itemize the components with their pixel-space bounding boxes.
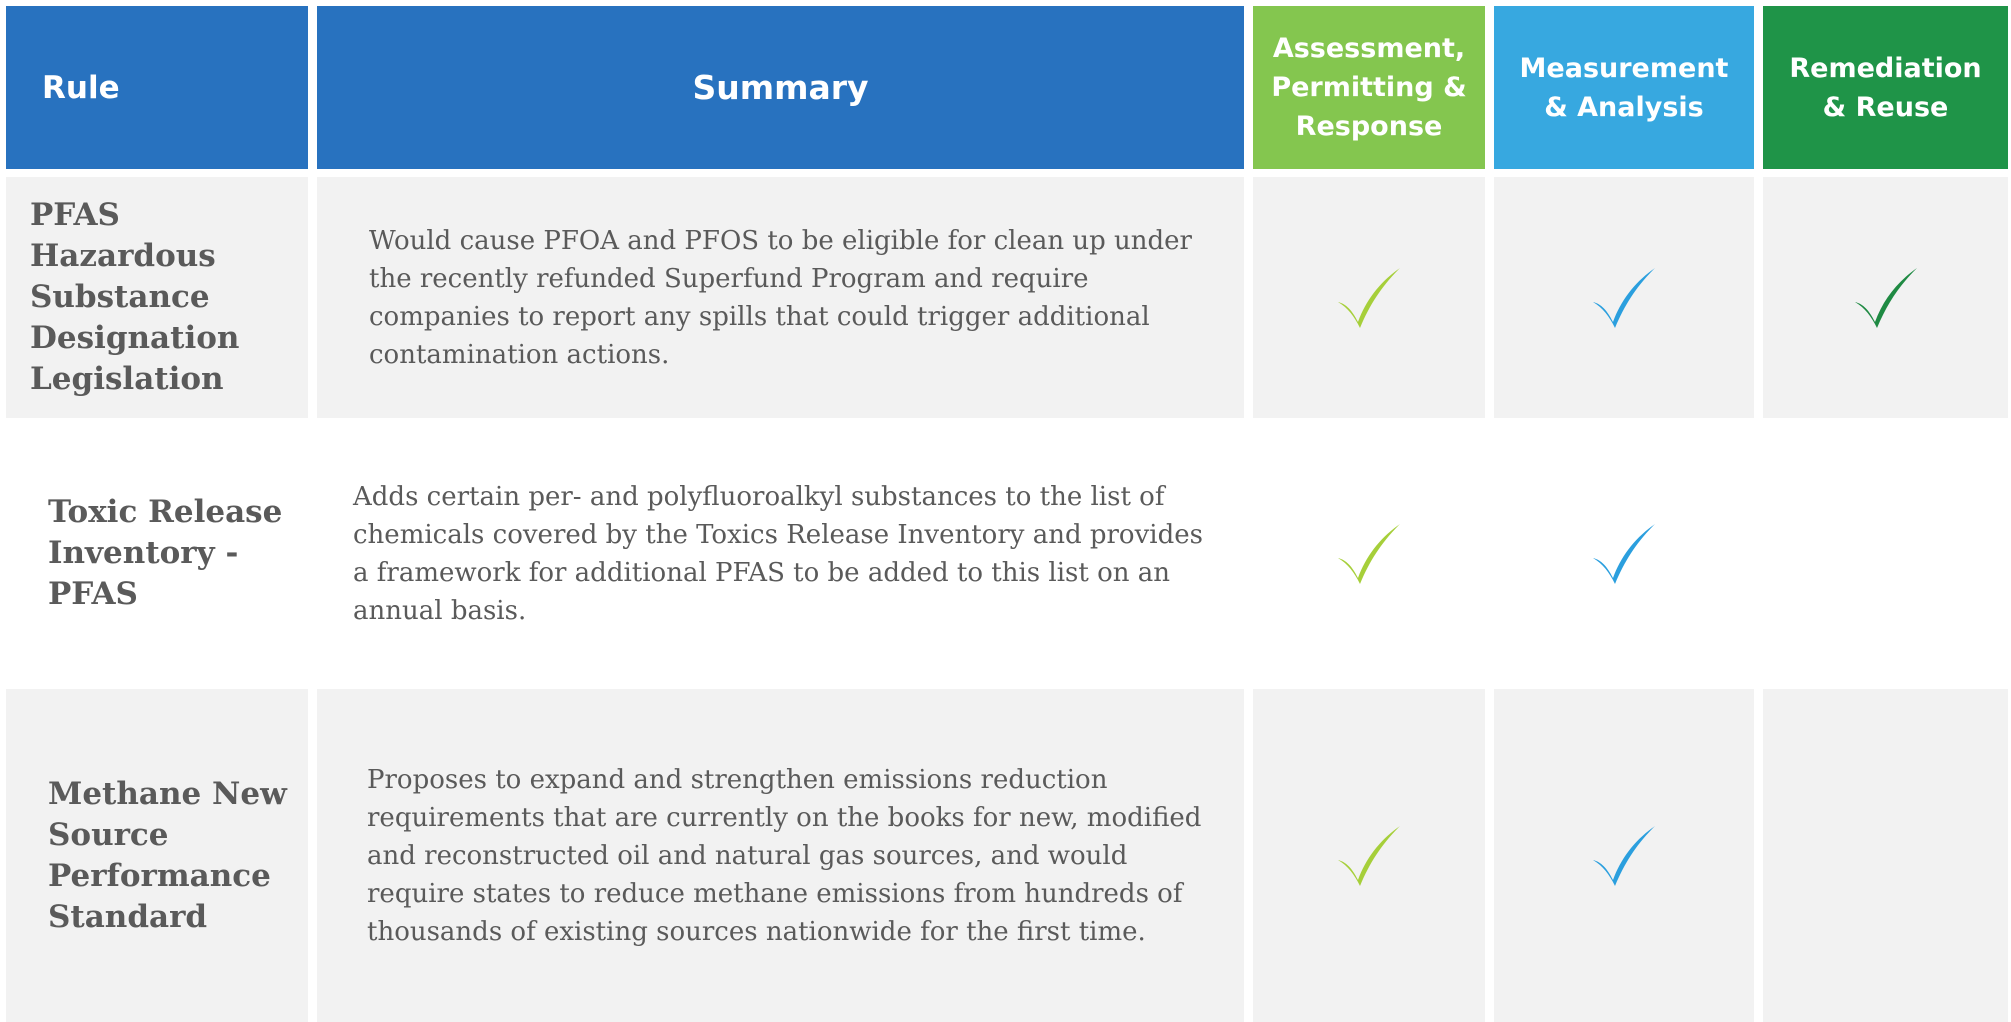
header-category: Assessment, Permitting & Response (1253, 6, 1485, 169)
check-path (1593, 825, 1655, 886)
check-cell (1494, 689, 1754, 1022)
summary-cell: Adds certain per- and polyfluoroalkyl su… (317, 418, 1244, 689)
checkmark (1338, 523, 1400, 584)
header-category-text: Measurement & Analysis (1519, 52, 1729, 123)
header-category-text: Assessment, Permitting & Response (1271, 33, 1467, 142)
header-summary-text: Summary (692, 68, 869, 107)
check-path (1854, 267, 1917, 328)
checkmark (1854, 267, 1917, 328)
checkmark (1338, 825, 1400, 886)
summary-cell: Proposes to expand and strengthen emissi… (317, 689, 1244, 1022)
summary-cell: Would cause PFOA and PFOS to be eligible… (317, 177, 1244, 418)
rule-cell-text: PFAS Hazardous Substance Designation Leg… (30, 197, 240, 397)
check-path (1593, 523, 1655, 584)
rule-cell: PFAS Hazardous Substance Designation Leg… (6, 177, 308, 418)
rule-cell-text: Methane New Source Performance Standard (48, 775, 287, 935)
header-category: Remediation & Reuse (1763, 6, 2008, 169)
checkmark (1338, 267, 1400, 328)
check-path (1338, 825, 1400, 886)
check-cell (1253, 418, 1485, 689)
header-rule: Rule (6, 6, 308, 169)
check-cell (1763, 689, 2008, 1022)
check-cell (1253, 689, 1485, 1022)
rule-cell: Toxic Release Inventory - PFAS (6, 418, 308, 689)
check-cell (1763, 418, 2008, 689)
checkmark (1593, 523, 1655, 584)
header-category-text: Remediation & Reuse (1789, 52, 1982, 123)
checkmark (1593, 825, 1655, 886)
check-path (1338, 267, 1400, 328)
header-rule-text: Rule (42, 69, 120, 106)
summary-cell-text: Proposes to expand and strengthen emissi… (367, 764, 1202, 947)
check-path (1593, 267, 1655, 328)
header-category: Measurement & Analysis (1494, 6, 1754, 169)
checkmark (1593, 267, 1655, 328)
check-cell (1494, 418, 1754, 689)
rule-cell: Methane New Source Performance Standard (6, 689, 308, 1022)
summary-cell-text: Adds certain per- and polyfluoroalkyl su… (353, 481, 1203, 626)
check-cell (1763, 177, 2008, 418)
check-path (1338, 523, 1400, 584)
check-cell (1253, 177, 1485, 418)
check-cell (1494, 177, 1754, 418)
header-summary: Summary (317, 6, 1244, 169)
rule-cell-text: Toxic Release Inventory - PFAS (48, 494, 283, 612)
summary-cell-text: Would cause PFOA and PFOS to be eligible… (369, 225, 1192, 370)
